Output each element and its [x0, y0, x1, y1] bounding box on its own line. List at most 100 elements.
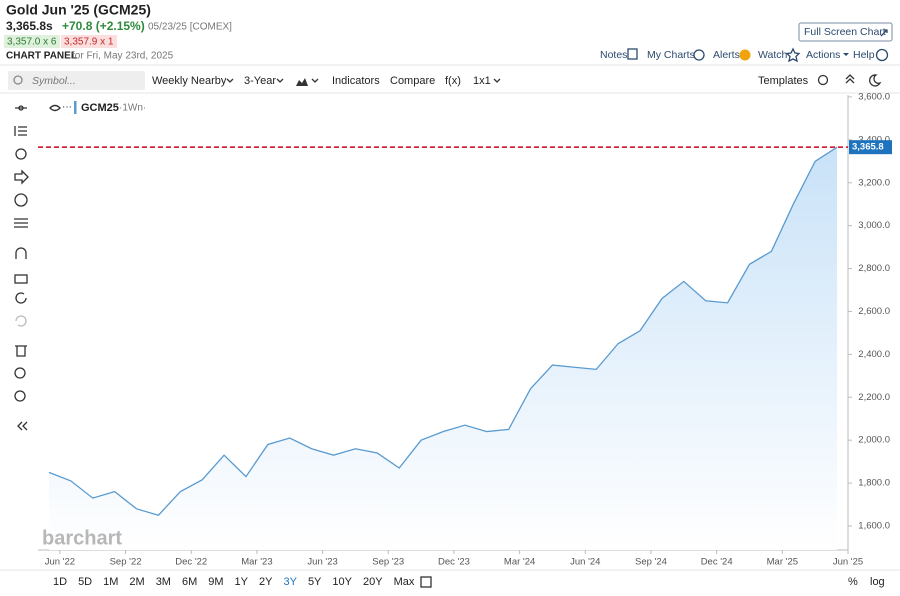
dark-mode-icon[interactable]	[868, 74, 882, 87]
quote-date: 05/23/25 [COMEX]	[148, 22, 232, 33]
last-price-tag	[849, 140, 892, 155]
toolbar-item[interactable]: Weekly Nearby	[152, 75, 227, 87]
settings-icon[interactable]	[817, 74, 829, 86]
symbol-input[interactable]	[8, 71, 145, 90]
range-button[interactable]: 10Y	[332, 576, 352, 588]
legend-series-name: GCM25	[81, 102, 119, 114]
scale-option[interactable]: log	[870, 576, 885, 588]
price-line	[48, 146, 838, 516]
instrument-title: Gold Jun '25 (GCM25)	[6, 2, 151, 18]
panel-date: for Fri, May 23rd, 2025	[72, 51, 174, 62]
notes-icon	[627, 48, 638, 60]
collapse-icon[interactable]	[845, 74, 855, 84]
tool-icon[interactable]	[14, 218, 28, 228]
x-tick-label: Jun '25	[833, 557, 863, 568]
x-tick-label: Jun '24	[570, 557, 600, 568]
area-fill	[48, 147, 838, 550]
trash-icon[interactable]	[15, 345, 27, 357]
legend-interval: ·1Wn·	[119, 103, 146, 114]
mycharts-icon	[693, 49, 705, 61]
caret	[843, 53, 849, 56]
y-tick-label: 3,600.0	[858, 91, 890, 102]
y-tick-label: 3,000.0	[858, 220, 890, 231]
calendar-icon[interactable]	[420, 576, 432, 588]
last-price-label: 3,365.8	[852, 142, 884, 153]
range-button[interactable]: 5Y	[308, 576, 322, 588]
lock-icon[interactable]	[14, 274, 28, 284]
notes-action[interactable]: Notes	[600, 49, 627, 61]
tool-icon[interactable]	[14, 126, 27, 136]
range-button[interactable]: 3M	[156, 576, 171, 588]
tool-icon[interactable]	[14, 193, 28, 207]
collapse-toolbar-icon[interactable]	[17, 421, 28, 431]
toolbar-item[interactable]: Compare	[390, 75, 435, 87]
x-tick-label: Sep '23	[372, 557, 404, 568]
eye-icon[interactable]	[49, 104, 61, 112]
scale-option[interactable]: %	[848, 576, 858, 588]
range-button[interactable]: 2M	[129, 576, 144, 588]
y-tick-label: 2,600.0	[858, 306, 890, 317]
help-action[interactable]: Help	[853, 49, 875, 61]
tool-icon[interactable]	[15, 105, 27, 111]
toolbar-item[interactable]: 1x1	[473, 75, 491, 87]
range-button[interactable]: Max	[394, 576, 415, 588]
watermark: barchart	[42, 527, 122, 549]
legend-swatch	[74, 101, 77, 114]
x-tick-label: Jun '23	[307, 557, 337, 568]
zoom-in-icon[interactable]	[14, 367, 26, 379]
zoom-out-icon[interactable]	[14, 390, 26, 402]
y-tick-label: 2,800.0	[858, 263, 890, 274]
tool-icon[interactable]	[15, 148, 27, 160]
ask: 3,357.9 x 1	[64, 37, 114, 48]
full-screen-label[interactable]: Full Screen Chart	[804, 26, 886, 38]
panel-label: CHART PANEL	[6, 51, 77, 62]
range-button[interactable]: 5D	[78, 576, 92, 588]
full-screen-button[interactable]	[798, 22, 893, 42]
alerts-action[interactable]: Alerts	[713, 49, 740, 61]
search-icon	[13, 75, 23, 85]
y-tick-label: 2,400.0	[858, 349, 890, 360]
mycharts-action[interactable]: My Charts	[647, 49, 695, 61]
caret	[493, 78, 501, 83]
magnet-icon[interactable]	[15, 247, 27, 259]
range-button[interactable]: 9M	[208, 576, 223, 588]
y-tick-label: 2,200.0	[858, 392, 890, 403]
x-tick-label: Dec '22	[175, 557, 207, 568]
chart-type-icon[interactable]	[296, 78, 308, 86]
range-button[interactable]: 1D	[53, 576, 67, 588]
range-bar: 1D 5D 1M 2M 3M 6M 9M 1Y 2Y 3Y 5Y 10Y 20Y Max	[53, 576, 415, 588]
x-tick-label: Sep '24	[635, 557, 667, 568]
watch-icon	[785, 47, 801, 63]
watch-action[interactable]: Watch	[758, 49, 788, 61]
caret	[276, 78, 284, 83]
bid: 3,357.0 x 6	[7, 37, 57, 48]
y-tick-label: 1,800.0	[858, 478, 890, 489]
range-button[interactable]: 6M	[182, 576, 197, 588]
range-button[interactable]: 3Y	[283, 576, 297, 588]
range-button[interactable]: 20Y	[363, 576, 383, 588]
calendar-box[interactable]	[420, 576, 432, 588]
bid-box	[4, 35, 60, 48]
symbol-placeholder: Symbol...	[32, 75, 76, 87]
y-tick-label: 3,400.0	[858, 134, 890, 145]
range-button[interactable]: 2Y	[259, 576, 273, 588]
plot-area: 1,600.0 1,800.0 2,000.0 2,200.0 2,400.0 2,600…	[38, 91, 892, 568]
toolbar-item[interactable]: f(x)	[445, 75, 461, 87]
ask-box	[61, 35, 117, 48]
x-tick-label: Mar '25	[767, 557, 798, 568]
toolbar-item[interactable]: Indicators	[332, 75, 380, 87]
x-tick-label: Sep '22	[110, 557, 142, 568]
x-tick-label: Mar '23	[241, 557, 272, 568]
redo-icon[interactable]	[15, 315, 27, 327]
actions-menu[interactable]: Actions	[806, 49, 840, 61]
range-button[interactable]: 1Y	[235, 576, 249, 588]
templates-button[interactable]: Templates	[758, 75, 809, 87]
legend-menu[interactable]: ···	[62, 102, 72, 113]
range-button[interactable]: 1M	[103, 576, 118, 588]
y-tick-label: 1,600.0	[858, 520, 890, 531]
undo-icon[interactable]	[15, 292, 27, 304]
tool-icon[interactable]	[14, 169, 29, 185]
toolbar-item[interactable]: 3-Year	[244, 75, 276, 87]
